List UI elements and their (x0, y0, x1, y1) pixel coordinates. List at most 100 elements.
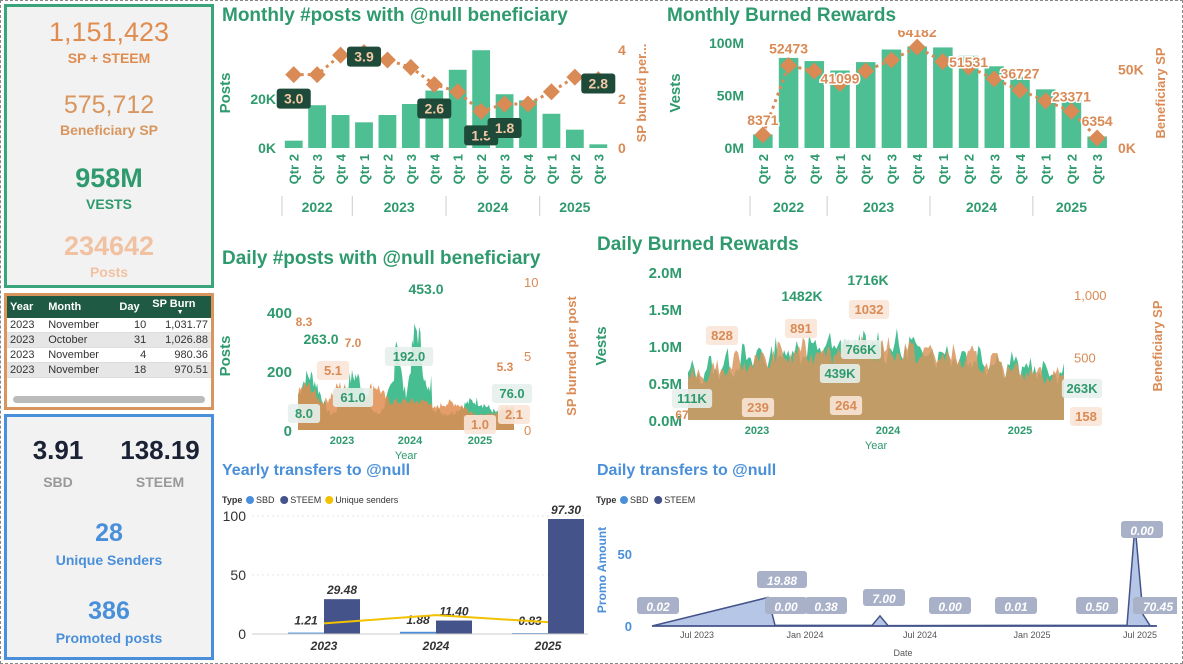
cell-month: November (45, 347, 117, 363)
x-tick-label: Qtr 1 (936, 154, 951, 184)
bar-3 (355, 122, 373, 148)
y2-tick-label: 4 (618, 42, 626, 58)
kpi-steem-label: STEEM (135, 474, 185, 490)
legend-dot (654, 496, 663, 504)
y-axis-title: Posts (218, 73, 234, 114)
y2-axis-title: SP burned per post (564, 295, 579, 415)
kpi-promoted: 386 Promoted posts (7, 597, 211, 646)
annotation-9: 76.0 (499, 386, 524, 401)
annotation-0-bg (637, 597, 679, 614)
annotation-2-bg (765, 597, 807, 614)
table-scrollbar[interactable] (13, 396, 205, 403)
x-tick-label: Qtr 2 (380, 154, 395, 184)
annotation-6: 439K (824, 366, 856, 381)
legend-item: STEEM (664, 495, 695, 505)
cell-year: 2023 (7, 347, 46, 363)
y-tick-label: 0.5M (649, 376, 682, 393)
x-tick-label: 2024 (876, 425, 901, 437)
annotation-1-bg (757, 571, 807, 588)
data-label-2: 2.6 (425, 100, 445, 116)
col-year[interactable]: Year (7, 296, 46, 318)
yearly-transfers-chart[interactable]: Type SBD STEEM Unique senders 0 50 100 1.21 29.4… (218, 486, 590, 660)
bar-7 (448, 69, 467, 148)
year-label: 2024 (966, 199, 997, 215)
x-tick-label: 2024 (422, 639, 450, 653)
annotation-4: 7.00 (872, 592, 896, 606)
bar-9 (984, 66, 1005, 148)
data-label-4: 51531 (949, 54, 988, 70)
line-point-6 (425, 75, 443, 93)
kpi-posts-value: 234642 (63, 231, 155, 261)
legend-item: STEEM (290, 495, 321, 505)
x-tick-label: 2023 (330, 435, 354, 447)
monthly-burned-chart[interactable]: Vests Beneficiary SP 0M 50M 100M 0K 50K 8371 524… (662, 30, 1177, 225)
annotation-3-bg (784, 319, 818, 338)
data-label-5: 36727 (1001, 65, 1040, 81)
daily-posts-chart[interactable]: Posts SP burned per post 0 200 400 0 5 10 2023 20… (218, 272, 590, 462)
data-label-0: 3.0 (284, 91, 304, 107)
kpi-beneficiary: 575,712 Beneficiary SP (7, 91, 211, 138)
table-row[interactable]: 2023 November 10 1,031.77 (7, 318, 211, 333)
bar-7 (933, 47, 953, 148)
burn-table-panel: Year Month Day SP Burn ▼ 2023 November 10 1,… (4, 293, 214, 410)
bar-12 (565, 129, 584, 148)
cell-year: 2023 (7, 362, 46, 378)
legend-title: Type (596, 495, 616, 505)
annotation-6: 0.01 (1004, 600, 1028, 614)
year-label: 2022 (302, 199, 333, 215)
table-row[interactable]: 2023 November 18 970.51 (7, 362, 211, 378)
cell-day: 10 (116, 318, 150, 333)
data-label-0: 8371 (747, 112, 778, 128)
y2-tick-label: 2 (618, 91, 626, 107)
bar-5 (881, 49, 902, 148)
annotation-11-bg (463, 415, 497, 434)
x-tick-label: Qtr 3 (310, 154, 325, 184)
year-label: 2025 (559, 199, 590, 215)
col-month[interactable]: Month (45, 296, 117, 318)
monthly-posts-chart[interactable]: Posts SP burned per... 0K 20K 0 2 4 3.0 3.9 2.6 1.… (218, 30, 658, 225)
legend-item: SBD (256, 495, 275, 505)
chart4-title: Daily Burned Rewards (597, 234, 799, 255)
kpi-steem: 138.19 STEEM (109, 435, 211, 490)
x-tick-label: Qtr 3 (591, 154, 606, 184)
data-label-1-bg (346, 46, 382, 67)
annotation-12-bg (1069, 407, 1103, 426)
y-tick-label: 0K (258, 140, 276, 156)
cell-month: November (45, 318, 117, 333)
value-label-sbd: 1.21 (294, 614, 318, 628)
annotation-7-bg (287, 404, 321, 423)
annotation-2: 0.00 (774, 600, 798, 614)
y2-tick-label: 0K (1118, 140, 1136, 156)
annotation-9: 239 (747, 400, 769, 415)
x-tick-label: Qtr 2 (1064, 154, 1079, 184)
col-day[interactable]: Day (116, 296, 150, 318)
y2-tick-label: 1,000 (1074, 288, 1107, 303)
legend-item: Unique senders (335, 495, 399, 505)
bar-8 (958, 55, 979, 148)
bar-10 (1010, 76, 1030, 148)
annotation-4: 453.0 (408, 281, 443, 297)
table-row[interactable]: 2023 October 31 1,026.88 (7, 332, 211, 348)
chart2-title: Monthly Burned Rewards (667, 5, 897, 26)
daily-transfers-chart[interactable]: Type SBD STEEM Promo Amount 0 50 Jul 2023 Jan 2… (592, 486, 1177, 660)
kpi-sp-steem-label: SP + STEEM (67, 50, 151, 66)
annotation-9-bg (491, 384, 533, 403)
annotation-8: 67 (675, 408, 689, 422)
y-tick-label: 400 (267, 305, 292, 322)
col-sp-burn[interactable]: SP Burn ▼ (149, 296, 211, 318)
table-row[interactable]: 2023 November 4 980.36 (7, 347, 211, 363)
kpi-vests: 958M VESTS (7, 163, 211, 212)
annotation-0: 0.02 (646, 600, 670, 614)
data-label-1: 3.9 (354, 49, 374, 65)
data-label-4-bg (487, 118, 522, 138)
cell-year: 2023 (7, 332, 46, 348)
chart1-title: Monthly #posts with @null beneficiary (222, 5, 568, 26)
bar-steem-0 (324, 599, 360, 634)
year-label: 2024 (477, 199, 508, 215)
x-tick-label: Qtr 2 (962, 154, 977, 184)
x-tick-label: 2025 (468, 435, 492, 447)
y-tick-label: 50 (230, 567, 246, 583)
data-label-5: 2.8 (589, 76, 609, 92)
y2-axis-title: SP burned per... (634, 44, 649, 143)
